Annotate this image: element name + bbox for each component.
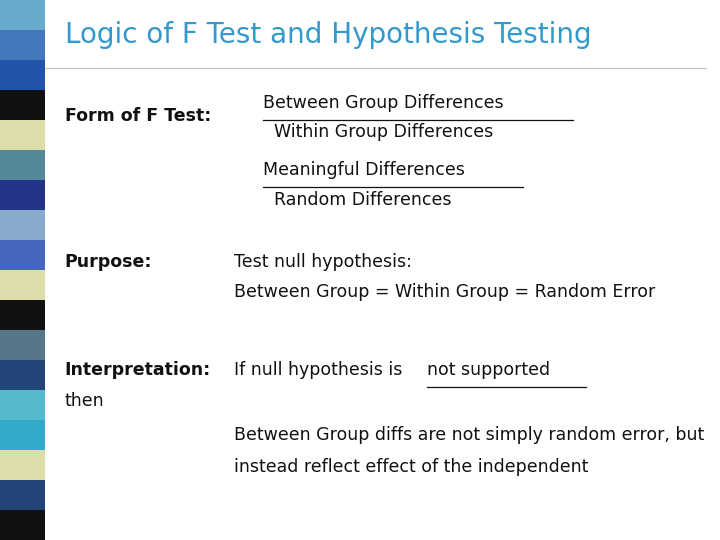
Bar bbox=[0, 420, 45, 450]
Bar bbox=[0, 390, 45, 420]
Bar bbox=[0, 0, 45, 30]
Bar bbox=[0, 60, 45, 90]
Text: Logic of F Test and Hypothesis Testing: Logic of F Test and Hypothesis Testing bbox=[65, 21, 591, 49]
Bar bbox=[0, 330, 45, 360]
Text: Within Group Differences: Within Group Differences bbox=[274, 123, 493, 141]
Bar bbox=[0, 240, 45, 270]
Text: Form of F Test:: Form of F Test: bbox=[65, 107, 211, 125]
Bar bbox=[0, 120, 45, 150]
Bar bbox=[0, 480, 45, 510]
Text: Test null hypothesis:: Test null hypothesis: bbox=[234, 253, 412, 271]
Bar bbox=[0, 30, 45, 60]
Bar bbox=[0, 210, 45, 240]
Bar bbox=[0, 90, 45, 120]
Text: Random Differences: Random Differences bbox=[274, 191, 451, 209]
Text: not supported: not supported bbox=[427, 361, 550, 379]
Bar bbox=[0, 360, 45, 390]
Bar bbox=[0, 180, 45, 210]
Text: instead reflect effect of the independent: instead reflect effect of the independen… bbox=[234, 458, 588, 476]
Bar bbox=[0, 450, 45, 480]
Text: Interpretation:: Interpretation: bbox=[65, 361, 211, 379]
Bar bbox=[0, 150, 45, 180]
Text: then: then bbox=[65, 392, 104, 410]
Text: Purpose:: Purpose: bbox=[65, 253, 153, 271]
Text: Meaningful Differences: Meaningful Differences bbox=[263, 161, 464, 179]
Bar bbox=[0, 270, 45, 300]
Text: Between Group Differences: Between Group Differences bbox=[263, 93, 503, 112]
Text: If null hypothesis is: If null hypothesis is bbox=[234, 361, 408, 379]
Text: Between Group diffs are not simply random error, but: Between Group diffs are not simply rando… bbox=[234, 426, 704, 444]
Bar bbox=[0, 300, 45, 330]
Text: Between Group = Within Group = Random Error: Between Group = Within Group = Random Er… bbox=[234, 282, 655, 301]
Bar bbox=[0, 510, 45, 540]
